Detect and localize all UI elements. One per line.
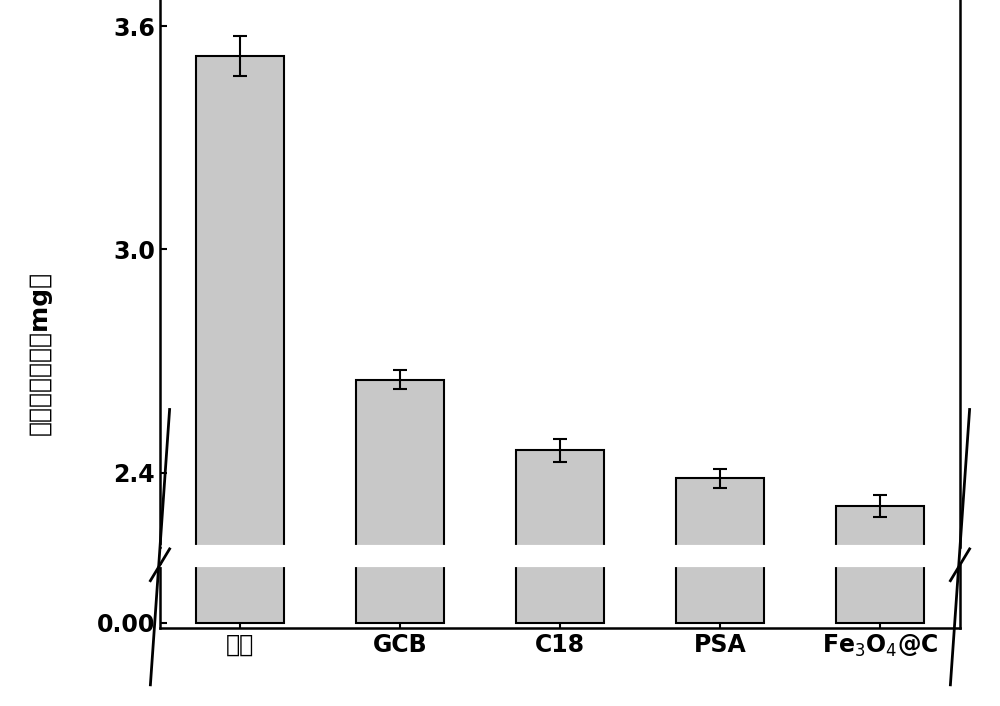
Bar xyxy=(356,0,444,623)
Bar xyxy=(196,56,284,706)
Bar xyxy=(196,0,284,623)
Bar xyxy=(356,380,444,706)
Bar xyxy=(836,0,924,623)
Bar xyxy=(836,506,924,706)
Bar xyxy=(676,479,764,706)
Bar xyxy=(516,450,604,706)
Bar xyxy=(676,0,764,623)
Text: 提取基质的量（mg）: 提取基质的量（mg） xyxy=(28,271,52,435)
Bar xyxy=(516,0,604,623)
